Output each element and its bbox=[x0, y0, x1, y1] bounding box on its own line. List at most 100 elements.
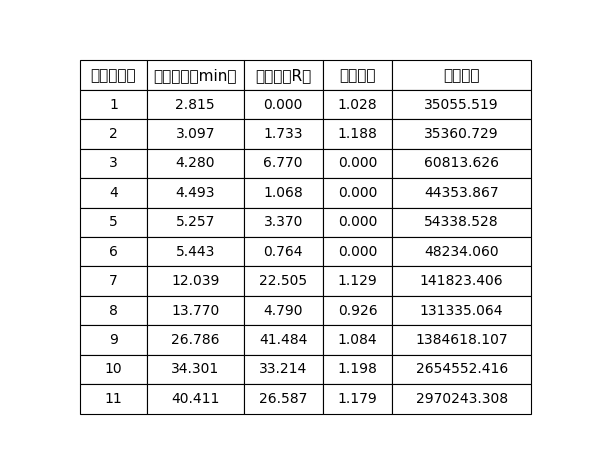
Bar bbox=[392, 355, 531, 384]
Bar bbox=[322, 60, 392, 90]
Bar bbox=[392, 325, 531, 355]
Text: 理论塔板: 理论塔板 bbox=[443, 68, 480, 83]
Bar bbox=[80, 119, 147, 149]
Bar bbox=[244, 119, 322, 149]
Text: 5.443: 5.443 bbox=[176, 245, 215, 259]
Text: 1.188: 1.188 bbox=[337, 127, 377, 141]
Text: 33.214: 33.214 bbox=[259, 363, 308, 376]
Bar bbox=[80, 296, 147, 325]
Text: 26.587: 26.587 bbox=[259, 392, 308, 406]
Text: 34.301: 34.301 bbox=[171, 363, 219, 376]
Bar bbox=[147, 355, 244, 384]
Bar bbox=[147, 90, 244, 119]
Text: 0.000: 0.000 bbox=[338, 186, 377, 200]
Text: 6.770: 6.770 bbox=[263, 156, 303, 170]
Text: 48234.060: 48234.060 bbox=[424, 245, 499, 259]
Text: 35360.729: 35360.729 bbox=[424, 127, 499, 141]
Text: 9: 9 bbox=[109, 333, 118, 347]
Text: 1: 1 bbox=[109, 98, 118, 112]
Text: 1.068: 1.068 bbox=[263, 186, 303, 200]
Text: 10: 10 bbox=[104, 363, 122, 376]
Bar bbox=[392, 60, 531, 90]
Bar bbox=[80, 266, 147, 296]
Text: 1.179: 1.179 bbox=[338, 392, 377, 406]
Bar bbox=[392, 296, 531, 325]
Text: 0.926: 0.926 bbox=[338, 304, 377, 318]
Text: 3.370: 3.370 bbox=[263, 215, 303, 229]
Text: 131335.064: 131335.064 bbox=[420, 304, 504, 318]
Bar bbox=[244, 208, 322, 237]
Bar bbox=[322, 355, 392, 384]
Text: 4.493: 4.493 bbox=[175, 186, 215, 200]
Text: 0.000: 0.000 bbox=[338, 245, 377, 259]
Text: 60813.626: 60813.626 bbox=[424, 156, 499, 170]
Bar bbox=[244, 355, 322, 384]
Text: 1.129: 1.129 bbox=[338, 274, 377, 288]
Text: 4.280: 4.280 bbox=[175, 156, 215, 170]
Bar bbox=[322, 149, 392, 178]
Bar bbox=[244, 149, 322, 178]
Bar bbox=[392, 149, 531, 178]
Bar bbox=[392, 90, 531, 119]
Text: 拖尾因子: 拖尾因子 bbox=[339, 68, 375, 83]
Text: 化合物名称: 化合物名称 bbox=[91, 68, 136, 83]
Text: 2: 2 bbox=[109, 127, 118, 141]
Bar bbox=[392, 208, 531, 237]
Text: 3: 3 bbox=[109, 156, 118, 170]
Bar bbox=[322, 208, 392, 237]
Text: 2.815: 2.815 bbox=[175, 98, 215, 112]
Bar bbox=[80, 355, 147, 384]
Bar bbox=[392, 266, 531, 296]
Bar bbox=[147, 237, 244, 266]
Text: 8: 8 bbox=[109, 304, 118, 318]
Bar bbox=[80, 149, 147, 178]
Bar bbox=[80, 208, 147, 237]
Bar bbox=[322, 90, 392, 119]
Bar bbox=[322, 296, 392, 325]
Bar bbox=[244, 60, 322, 90]
Text: 0.764: 0.764 bbox=[263, 245, 303, 259]
Bar bbox=[392, 237, 531, 266]
Bar bbox=[147, 208, 244, 237]
Text: 5: 5 bbox=[109, 215, 118, 229]
Text: 3.097: 3.097 bbox=[175, 127, 215, 141]
Bar bbox=[322, 237, 392, 266]
Bar bbox=[147, 149, 244, 178]
Text: 4: 4 bbox=[109, 186, 118, 200]
Bar bbox=[244, 178, 322, 208]
Text: 分离度（R）: 分离度（R） bbox=[255, 68, 311, 83]
Text: 12.039: 12.039 bbox=[171, 274, 219, 288]
Text: 11: 11 bbox=[104, 392, 122, 406]
Text: 54338.528: 54338.528 bbox=[424, 215, 499, 229]
Bar bbox=[244, 266, 322, 296]
Bar bbox=[322, 119, 392, 149]
Bar bbox=[80, 60, 147, 90]
Text: 1.084: 1.084 bbox=[338, 333, 377, 347]
Text: 40.411: 40.411 bbox=[171, 392, 219, 406]
Bar bbox=[244, 296, 322, 325]
Bar bbox=[392, 384, 531, 414]
Bar bbox=[392, 119, 531, 149]
Text: 44353.867: 44353.867 bbox=[424, 186, 499, 200]
Bar bbox=[80, 237, 147, 266]
Bar bbox=[392, 178, 531, 208]
Text: 5.257: 5.257 bbox=[176, 215, 215, 229]
Text: 1384618.107: 1384618.107 bbox=[415, 333, 508, 347]
Bar bbox=[244, 325, 322, 355]
Bar bbox=[322, 384, 392, 414]
Bar bbox=[244, 237, 322, 266]
Bar bbox=[322, 266, 392, 296]
Text: 6: 6 bbox=[109, 245, 118, 259]
Bar bbox=[80, 90, 147, 119]
Bar bbox=[147, 296, 244, 325]
Text: 141823.406: 141823.406 bbox=[420, 274, 504, 288]
Text: 0.000: 0.000 bbox=[263, 98, 303, 112]
Text: 2654552.416: 2654552.416 bbox=[415, 363, 508, 376]
Bar bbox=[147, 325, 244, 355]
Text: 1.733: 1.733 bbox=[263, 127, 303, 141]
Text: 保留时间（min）: 保留时间（min） bbox=[154, 68, 237, 83]
Text: 0.000: 0.000 bbox=[338, 156, 377, 170]
Bar bbox=[147, 384, 244, 414]
Bar bbox=[244, 90, 322, 119]
Text: 0.000: 0.000 bbox=[338, 215, 377, 229]
